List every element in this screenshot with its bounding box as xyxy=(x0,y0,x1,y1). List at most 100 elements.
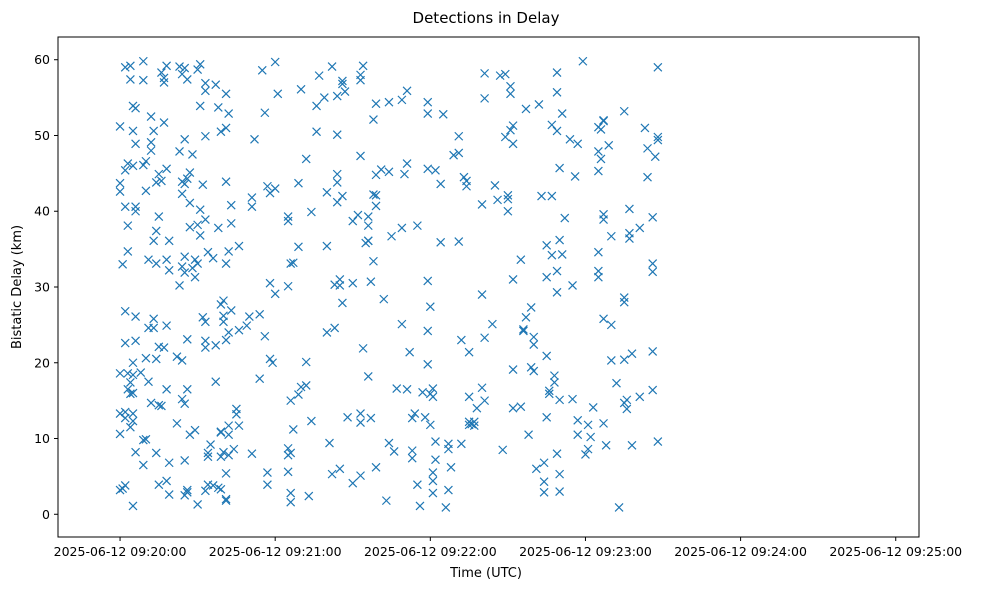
data-point-stroke xyxy=(180,252,190,262)
data-point-stroke xyxy=(521,104,531,114)
data-point-stroke xyxy=(151,259,161,268)
data-point xyxy=(508,274,518,284)
data-point-stroke xyxy=(200,215,210,225)
data-point-stroke xyxy=(286,497,296,507)
data-point xyxy=(154,212,164,221)
data-point-stroke xyxy=(263,480,272,490)
data-point-stroke xyxy=(154,342,164,352)
data-point xyxy=(242,321,252,331)
data-point xyxy=(162,61,172,71)
data-point xyxy=(255,374,265,384)
data-point xyxy=(325,438,334,448)
data-point xyxy=(643,172,652,182)
data-point xyxy=(283,467,293,477)
data-point xyxy=(425,302,435,312)
data-point xyxy=(568,394,577,404)
data-point xyxy=(371,190,381,200)
data-point xyxy=(428,468,438,478)
data-point-stroke xyxy=(221,177,231,187)
data-point xyxy=(529,340,539,350)
data-point-stroke xyxy=(265,278,275,288)
data-point xyxy=(573,430,583,440)
data-point-stroke xyxy=(521,312,531,322)
data-point-stroke xyxy=(327,469,337,479)
y-tick-label: 30 xyxy=(34,280,50,295)
data-point-stroke xyxy=(443,485,453,495)
data-point-stroke xyxy=(557,109,567,118)
data-point-stroke xyxy=(547,250,557,260)
data-point xyxy=(653,135,663,145)
data-point-stroke xyxy=(208,481,218,490)
data-point xyxy=(593,272,603,282)
data-point xyxy=(213,103,223,112)
data-point-stroke xyxy=(182,485,192,495)
data-point xyxy=(583,420,593,430)
data-point-stroke xyxy=(182,487,192,497)
data-point-stroke xyxy=(480,396,490,406)
data-point xyxy=(436,237,446,247)
data-point xyxy=(120,62,130,72)
data-point-stroke xyxy=(221,468,231,478)
data-point-stroke xyxy=(619,355,629,365)
data-point xyxy=(159,78,169,87)
data-point-stroke xyxy=(431,437,440,446)
data-point-stroke xyxy=(190,272,200,282)
data-point-stroke xyxy=(294,242,303,252)
data-point xyxy=(552,126,562,136)
data-point xyxy=(425,420,435,430)
data-point-stroke xyxy=(156,68,166,78)
data-point-stroke xyxy=(306,416,316,426)
data-point xyxy=(219,296,228,306)
data-point xyxy=(200,343,210,353)
data-point-stroke xyxy=(185,168,195,178)
data-point xyxy=(286,488,296,498)
data-point-stroke xyxy=(508,365,518,375)
y-axis: 0 10 20 30 40 50 60 xyxy=(34,52,58,522)
data-point xyxy=(599,314,608,324)
data-point xyxy=(593,146,603,156)
data-point xyxy=(164,265,174,275)
data-point xyxy=(555,487,565,496)
data-point xyxy=(149,236,159,246)
data-point-stroke xyxy=(599,215,608,225)
data-point-stroke xyxy=(172,418,182,428)
data-point xyxy=(180,179,190,189)
data-point xyxy=(221,335,231,345)
data-point-stroke xyxy=(286,259,296,268)
data-point xyxy=(428,476,438,486)
data-point xyxy=(332,178,342,187)
data-point-stroke xyxy=(306,207,316,217)
data-point xyxy=(371,99,381,109)
data-point xyxy=(612,378,621,388)
data-point-stroke xyxy=(544,389,554,399)
data-point-stroke xyxy=(555,487,565,496)
y-tick-label: 10 xyxy=(34,431,50,446)
data-point-stroke xyxy=(503,194,513,204)
data-point-stroke xyxy=(327,62,337,71)
data-point-stroke xyxy=(180,268,190,278)
data-point xyxy=(653,132,663,142)
data-point xyxy=(438,109,448,119)
data-point xyxy=(319,93,329,103)
data-point xyxy=(431,455,440,465)
data-point xyxy=(301,381,311,390)
data-point-stroke xyxy=(203,448,213,458)
data-point-stroke xyxy=(635,223,645,233)
data-point-stroke xyxy=(128,370,138,380)
data-point xyxy=(508,403,518,413)
data-point xyxy=(180,252,190,262)
data-point-stroke xyxy=(397,223,407,233)
data-point-stroke xyxy=(216,127,226,137)
data-point xyxy=(581,449,590,459)
data-point xyxy=(193,65,203,75)
x-tick-label: 2025-06-12 09:24:00 xyxy=(674,544,807,559)
data-point-stroke xyxy=(516,255,526,265)
data-point xyxy=(221,123,231,133)
data-point xyxy=(619,293,629,303)
data-point xyxy=(423,359,433,369)
data-point xyxy=(234,421,244,431)
data-point-stroke xyxy=(195,59,205,69)
data-point xyxy=(648,346,658,356)
data-point xyxy=(221,496,231,506)
data-point-stroke xyxy=(518,326,528,336)
